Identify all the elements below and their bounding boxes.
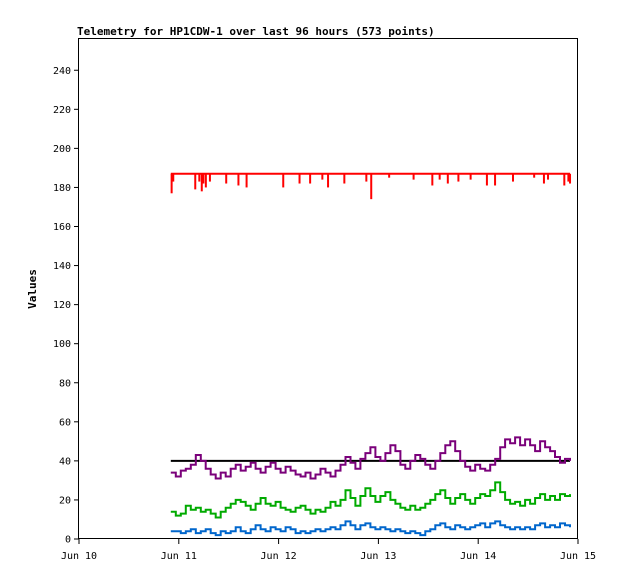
y-tick-label: 80 (59, 378, 71, 389)
series-group (170, 172, 572, 537)
y-tick-label: 240 (53, 66, 71, 77)
y-tick-label: 20 (59, 495, 71, 506)
y-tick-label: 60 (59, 417, 71, 428)
x-tick-label: Jun 10 (61, 551, 97, 562)
y-axis-label: Values (26, 269, 39, 309)
series-line-3 (170, 481, 571, 519)
x-tick-label: Jun 15 (560, 551, 596, 562)
plot-area-frame (78, 38, 578, 539)
x-tick-label: Jun 11 (161, 551, 197, 562)
x-tick-label: Jun 13 (360, 551, 396, 562)
axis-ticks: 0 20 40 60 80 100 120 140 160 180 200 220 240 Jun 10 J… (53, 66, 596, 562)
chart-title: Telemetry for HP1CDW-1 over last 96 hour… (77, 25, 435, 38)
y-tick-label: 0 (65, 535, 71, 546)
series-line-2 (170, 436, 571, 480)
series-line-4 (170, 520, 571, 537)
y-tick-label: 220 (53, 105, 71, 116)
y-tick-label: 120 (53, 300, 71, 311)
y-tick-label: 180 (53, 183, 71, 194)
y-tick-label: 40 (59, 456, 71, 467)
y-tick-label: 100 (53, 339, 71, 350)
x-tick-label: Jun 12 (261, 551, 297, 562)
y-tick-label: 140 (53, 261, 71, 272)
x-tick-label: Jun 14 (460, 551, 496, 562)
y-tick-label: 160 (53, 222, 71, 233)
y-tick-label: 200 (53, 144, 71, 155)
